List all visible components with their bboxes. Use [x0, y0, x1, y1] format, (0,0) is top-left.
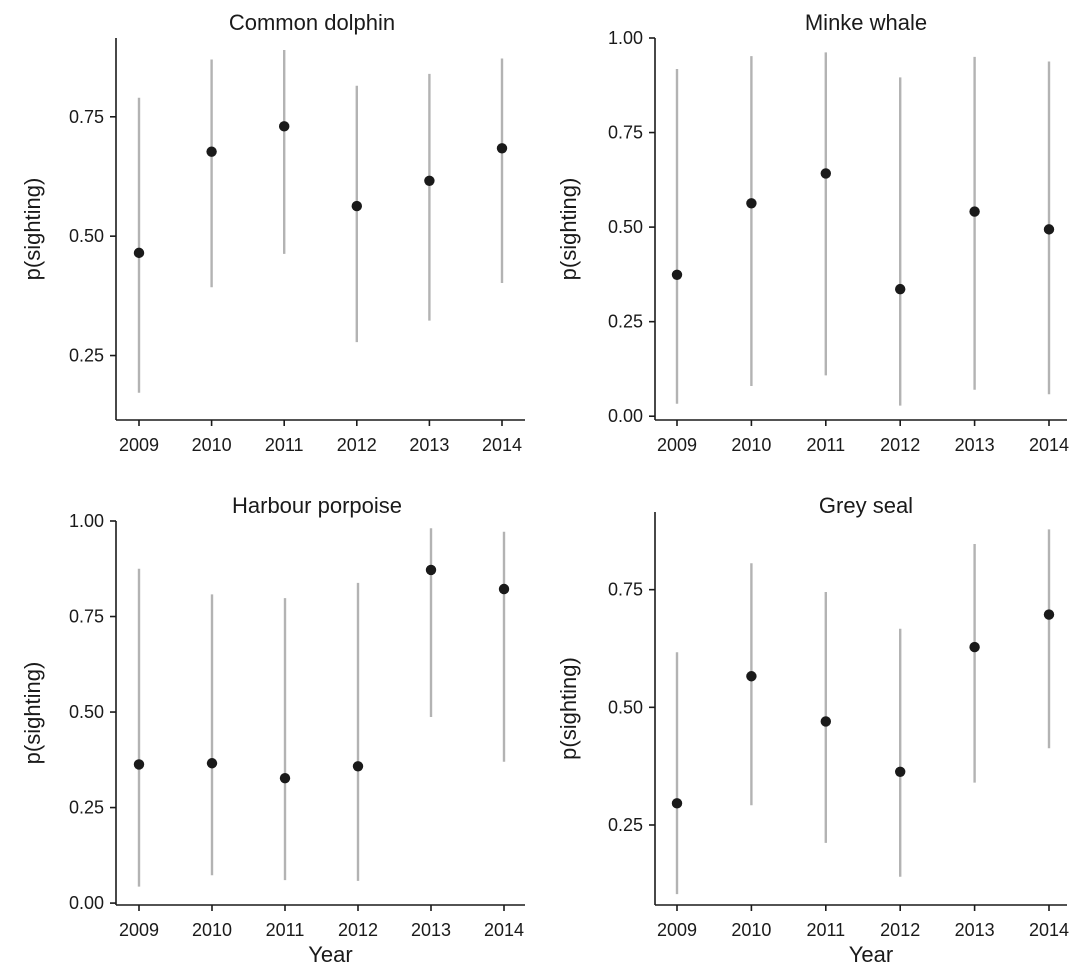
data-point — [746, 671, 757, 682]
data-point — [279, 121, 290, 132]
data-point — [671, 269, 683, 280]
x-tick-label: 2014 — [482, 435, 522, 455]
data-point — [895, 766, 906, 778]
y-tick-label: 0.25 — [608, 312, 643, 332]
y-tick-label: 0.25 — [608, 815, 643, 835]
y-axis-label: p(sighting) — [556, 178, 581, 281]
data-point — [206, 758, 218, 769]
x-axis-label: Year — [308, 942, 352, 966]
x-axis-label: Year — [849, 942, 893, 966]
chart-panel-3: Harbour porpoise 0.00 0.25 0.50 0.75 1.00 2009… — [20, 493, 525, 966]
x-tick-label: 2009 — [657, 435, 697, 455]
chart-panel-2: Minke whale 0.00 0.25 0.50 0.75 1.00 2009 2010 2… — [556, 10, 1069, 455]
y-tick-label: 1.00 — [608, 28, 643, 48]
x-tick-label: 2011 — [806, 435, 845, 455]
y-tick-label: 0.00 — [608, 406, 643, 426]
x-tick-label: 2009 — [657, 920, 697, 940]
x-tick-label: 2014 — [1029, 920, 1069, 940]
data-point — [133, 759, 145, 770]
y-tick-label: 0.00 — [69, 893, 104, 913]
data-point — [279, 772, 291, 784]
data-point — [746, 198, 757, 209]
data-point — [969, 641, 980, 653]
y-tick-label: 1.00 — [69, 511, 104, 531]
y-tick-label: 0.50 — [608, 217, 643, 237]
y-tick-label: 0.75 — [608, 580, 643, 600]
y-axis-label: p(sighting) — [20, 178, 45, 281]
chart-panel-1: Common dolphin 0.25 0.50 0.75 2009 2010 2011 20… — [20, 10, 525, 455]
data-point — [1043, 609, 1055, 620]
x-tick-label: 2014 — [484, 920, 524, 940]
x-tick-label: 2013 — [409, 435, 449, 455]
x-tick-label: 2013 — [955, 435, 995, 455]
x-tick-label: 2012 — [338, 920, 378, 940]
chart-title: Common dolphin — [229, 10, 395, 35]
y-tick-label: 0.50 — [69, 226, 104, 246]
data-point — [206, 146, 217, 157]
data-point — [496, 143, 508, 154]
x-tick-label: 2013 — [411, 920, 451, 940]
chart-title: Harbour porpoise — [232, 493, 402, 518]
y-tick-label: 0.25 — [69, 798, 104, 818]
x-tick-label: 2010 — [192, 435, 232, 455]
data-point — [820, 168, 831, 179]
data-point — [1043, 224, 1055, 235]
y-tick-label: 0.75 — [69, 607, 104, 627]
x-tick-label: 2009 — [119, 435, 159, 455]
x-tick-label: 2012 — [880, 435, 920, 455]
data-point — [352, 761, 364, 772]
y-tick-label: 0.50 — [608, 697, 643, 717]
x-tick-label: 2011 — [265, 435, 304, 455]
chart-title: Minke whale — [805, 10, 927, 35]
data-point — [498, 583, 510, 595]
chart-panel-4: Grey seal 0.25 0.50 0.75 2009 2010 2011 2012 201… — [556, 493, 1069, 966]
data-point — [895, 283, 906, 295]
data-point — [133, 247, 145, 259]
y-tick-label: 0.75 — [69, 107, 104, 127]
chart-title: Grey seal — [819, 493, 913, 518]
y-tick-label: 0.75 — [608, 123, 643, 143]
x-tick-label: 2012 — [337, 435, 377, 455]
x-tick-label: 2010 — [731, 435, 771, 455]
x-tick-label: 2011 — [806, 920, 845, 940]
x-tick-label: 2010 — [192, 920, 232, 940]
data-point — [351, 200, 362, 212]
data-point — [425, 564, 437, 576]
x-tick-label: 2012 — [880, 920, 920, 940]
x-tick-label: 2013 — [955, 920, 995, 940]
x-tick-label: 2010 — [731, 920, 771, 940]
x-tick-label: 2014 — [1029, 435, 1069, 455]
data-point — [671, 798, 683, 809]
data-point — [820, 716, 831, 727]
y-tick-label: 0.50 — [69, 702, 104, 722]
y-axis-label: p(sighting) — [556, 657, 581, 760]
x-tick-label: 2011 — [266, 920, 305, 940]
y-tick-label: 0.25 — [69, 346, 104, 366]
data-point — [424, 175, 435, 186]
data-point — [969, 206, 980, 217]
y-axis-label: p(sighting) — [20, 662, 45, 765]
x-tick-label: 2009 — [119, 920, 159, 940]
